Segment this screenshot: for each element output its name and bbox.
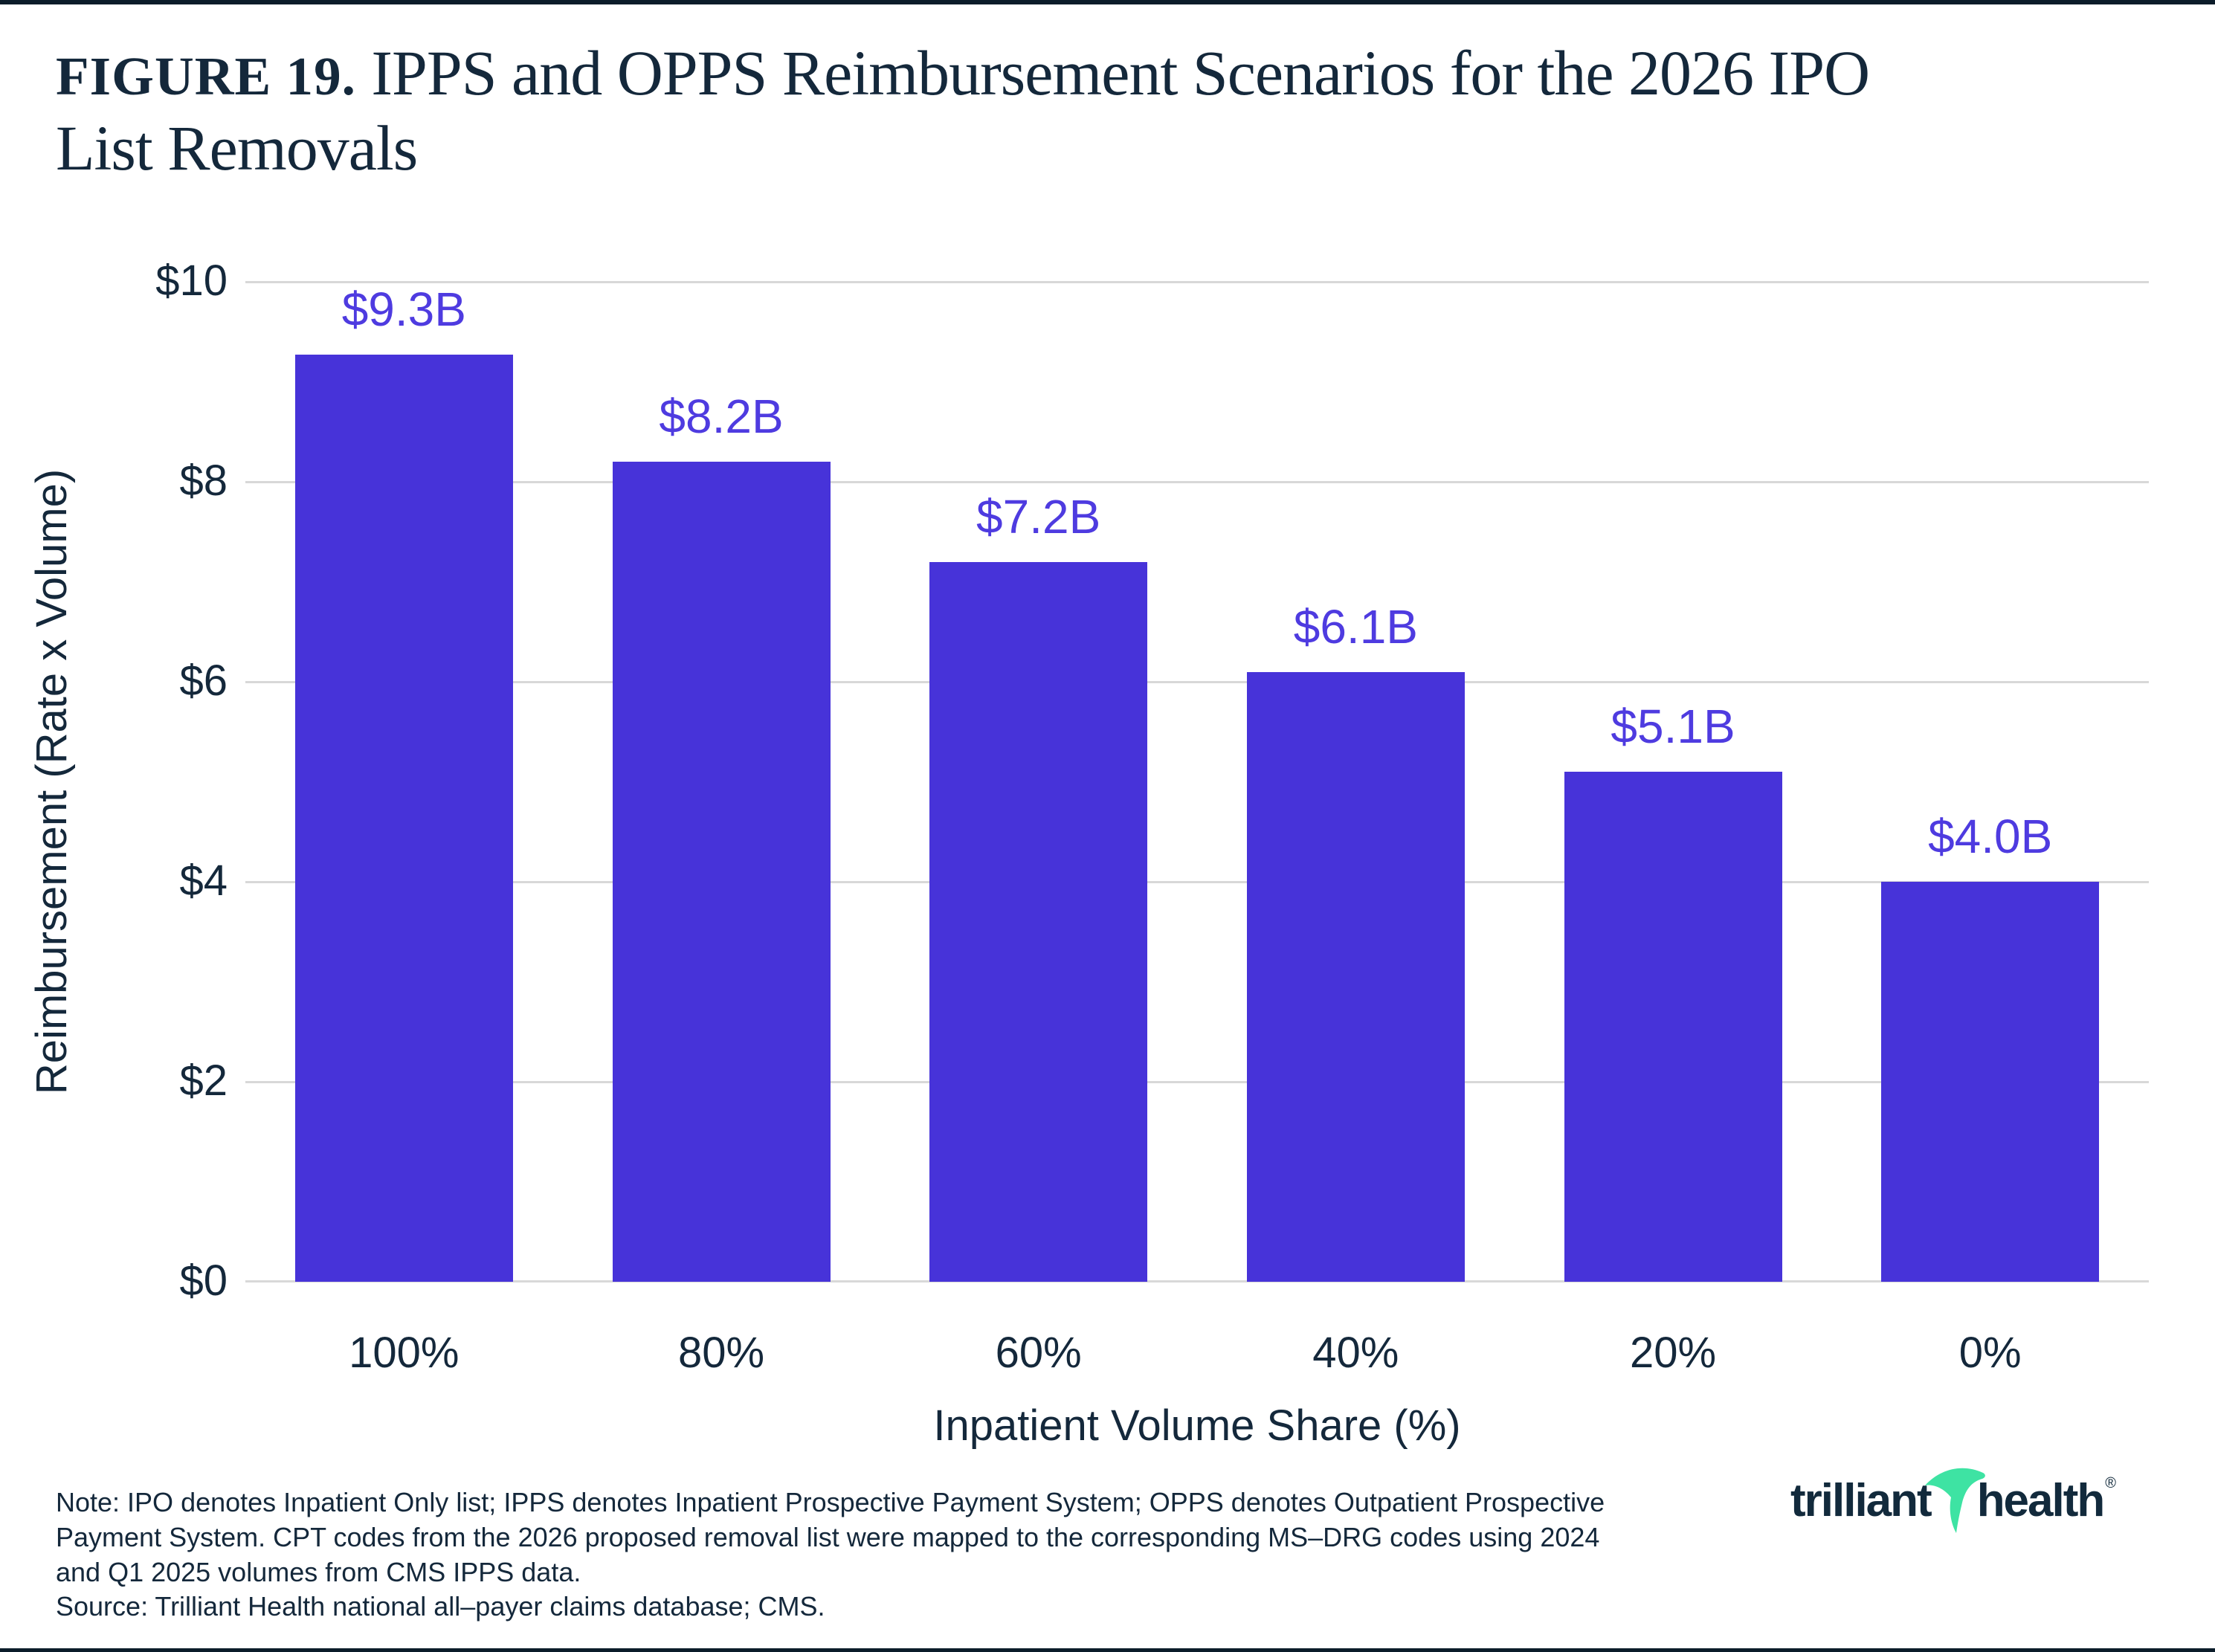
bar [1564, 772, 1782, 1282]
x-tick: 60% [995, 1329, 1082, 1377]
x-tick: 0% [1958, 1329, 2022, 1377]
y-tick: $6 [179, 656, 228, 706]
bar [612, 462, 831, 1282]
bar-group-40pct: $6.1B [1197, 282, 1515, 1282]
bar-value-label: $8.2B [659, 390, 784, 444]
x-tick: 20% [1629, 1329, 1717, 1377]
source-line: Source: Trilliant Health national all–pa… [56, 1591, 825, 1622]
bar-value-label: $7.2B [976, 489, 1101, 543]
trilliant-health-logo: trilliant health ® [1790, 1468, 2117, 1533]
bar-value-label: $9.3B [341, 283, 466, 336]
plot-area: $9.3B $8.2B $7.2B $6.1B $5.1B $4.0B [245, 281, 2149, 1282]
registered-trademark-icon: ® [2105, 1475, 2117, 1491]
figure-title-text: IPPS and OPPS Reimbursement Scenarios fo… [371, 37, 1870, 109]
bar-value-label: $4.0B [1928, 810, 2053, 863]
bar [1246, 671, 1465, 1282]
gridline [245, 481, 2149, 483]
bar-group-20pct: $5.1B [1515, 282, 1832, 1282]
figure-number: FIGURE 19. [56, 46, 356, 106]
figure-title-line1: FIGURE 19. IPPS and OPPS Reimbursement S… [56, 36, 2167, 111]
logo-word-health: health [1976, 1475, 2106, 1526]
gridline [245, 881, 2149, 883]
gridline [245, 281, 2149, 283]
bar-group-100pct: $9.3B [245, 282, 563, 1282]
footnote-line: Note: IPO denotes Inpatient Only list; I… [56, 1487, 1605, 1517]
bar-group-60pct: $7.2B [880, 282, 1197, 1282]
y-tick: $2 [179, 1056, 228, 1106]
x-tick: 100% [349, 1329, 460, 1377]
gridline [245, 1081, 2149, 1083]
bar [1881, 882, 2100, 1282]
bar-value-label: $6.1B [1293, 599, 1418, 654]
bar [929, 561, 1148, 1282]
figure-title-line2: List Removals [56, 112, 418, 184]
baseline-gridline [245, 1280, 2149, 1282]
bar-value-label: $5.1B [1611, 700, 1735, 754]
x-axis-title: Inpatient Volume Share (%) [933, 1401, 1461, 1450]
top-rule [0, 0, 2215, 4]
footnote: Note: IPO denotes Inpatient Only list; I… [56, 1485, 1605, 1624]
bar-group-80pct: $8.2B [563, 282, 880, 1282]
x-axis-ticks: 100% 80% 60% 40% 20% 0% [245, 1328, 2149, 1378]
y-tick: $8 [179, 456, 228, 506]
y-tick: $0 [179, 1256, 228, 1306]
bar-group-0pct: $4.0B [1831, 282, 2149, 1282]
y-tick: $10 [155, 256, 228, 306]
logo-swoosh-icon [1924, 1468, 1985, 1533]
x-tick: 40% [1312, 1329, 1399, 1377]
x-tick: 80% [677, 1329, 765, 1377]
y-tick: $4 [179, 856, 228, 906]
gridline [245, 681, 2149, 683]
bottom-rule [0, 1648, 2215, 1652]
bar [294, 355, 513, 1282]
bars: $9.3B $8.2B $7.2B $6.1B $5.1B $4.0B [245, 282, 2149, 1282]
figure-title: FIGURE 19. IPPS and OPPS Reimbursement S… [56, 36, 2167, 187]
footnote-line: and Q1 2025 volumes from CMS IPPS data. [56, 1556, 581, 1587]
logo-word-trilliant: trilliant [1790, 1475, 1932, 1526]
y-axis-ticks: $10 $8 $6 $4 $2 $0 [0, 256, 228, 1305]
footnote-line: Payment System. CPT codes from the 2026 … [56, 1521, 1600, 1552]
